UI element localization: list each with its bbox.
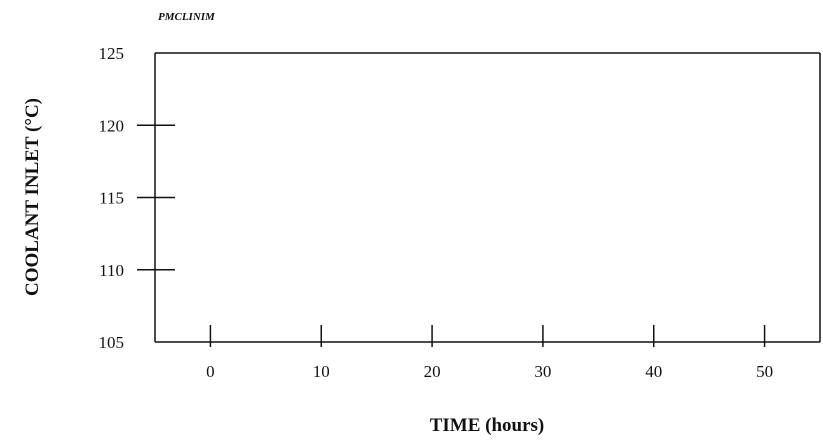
y-axis-title: COOLANT INLET (°C) [22, 98, 43, 296]
plot-frame [154, 52, 821, 343]
y-tick-label: 115 [99, 189, 124, 208]
x-tick-label: 40 [645, 362, 662, 381]
header-label: PMCLINIM [158, 11, 216, 23]
y-tick-label: 120 [99, 116, 125, 135]
y-tick-label: 105 [99, 333, 125, 352]
x-tick-label: 20 [424, 362, 441, 381]
y-axis: 105 110 115 120 125 [99, 44, 175, 352]
x-tick-label: 30 [534, 362, 551, 381]
x-axis-title: TIME (hours) [430, 415, 545, 436]
x-tick-label: 50 [756, 362, 773, 381]
x-tick-label: 10 [313, 362, 330, 381]
y-tick-label: 110 [99, 261, 124, 280]
x-tick-label: 0 [206, 362, 215, 381]
x-axis: 0 10 20 30 40 50 [206, 325, 773, 381]
y-tick-label: 125 [99, 44, 125, 63]
